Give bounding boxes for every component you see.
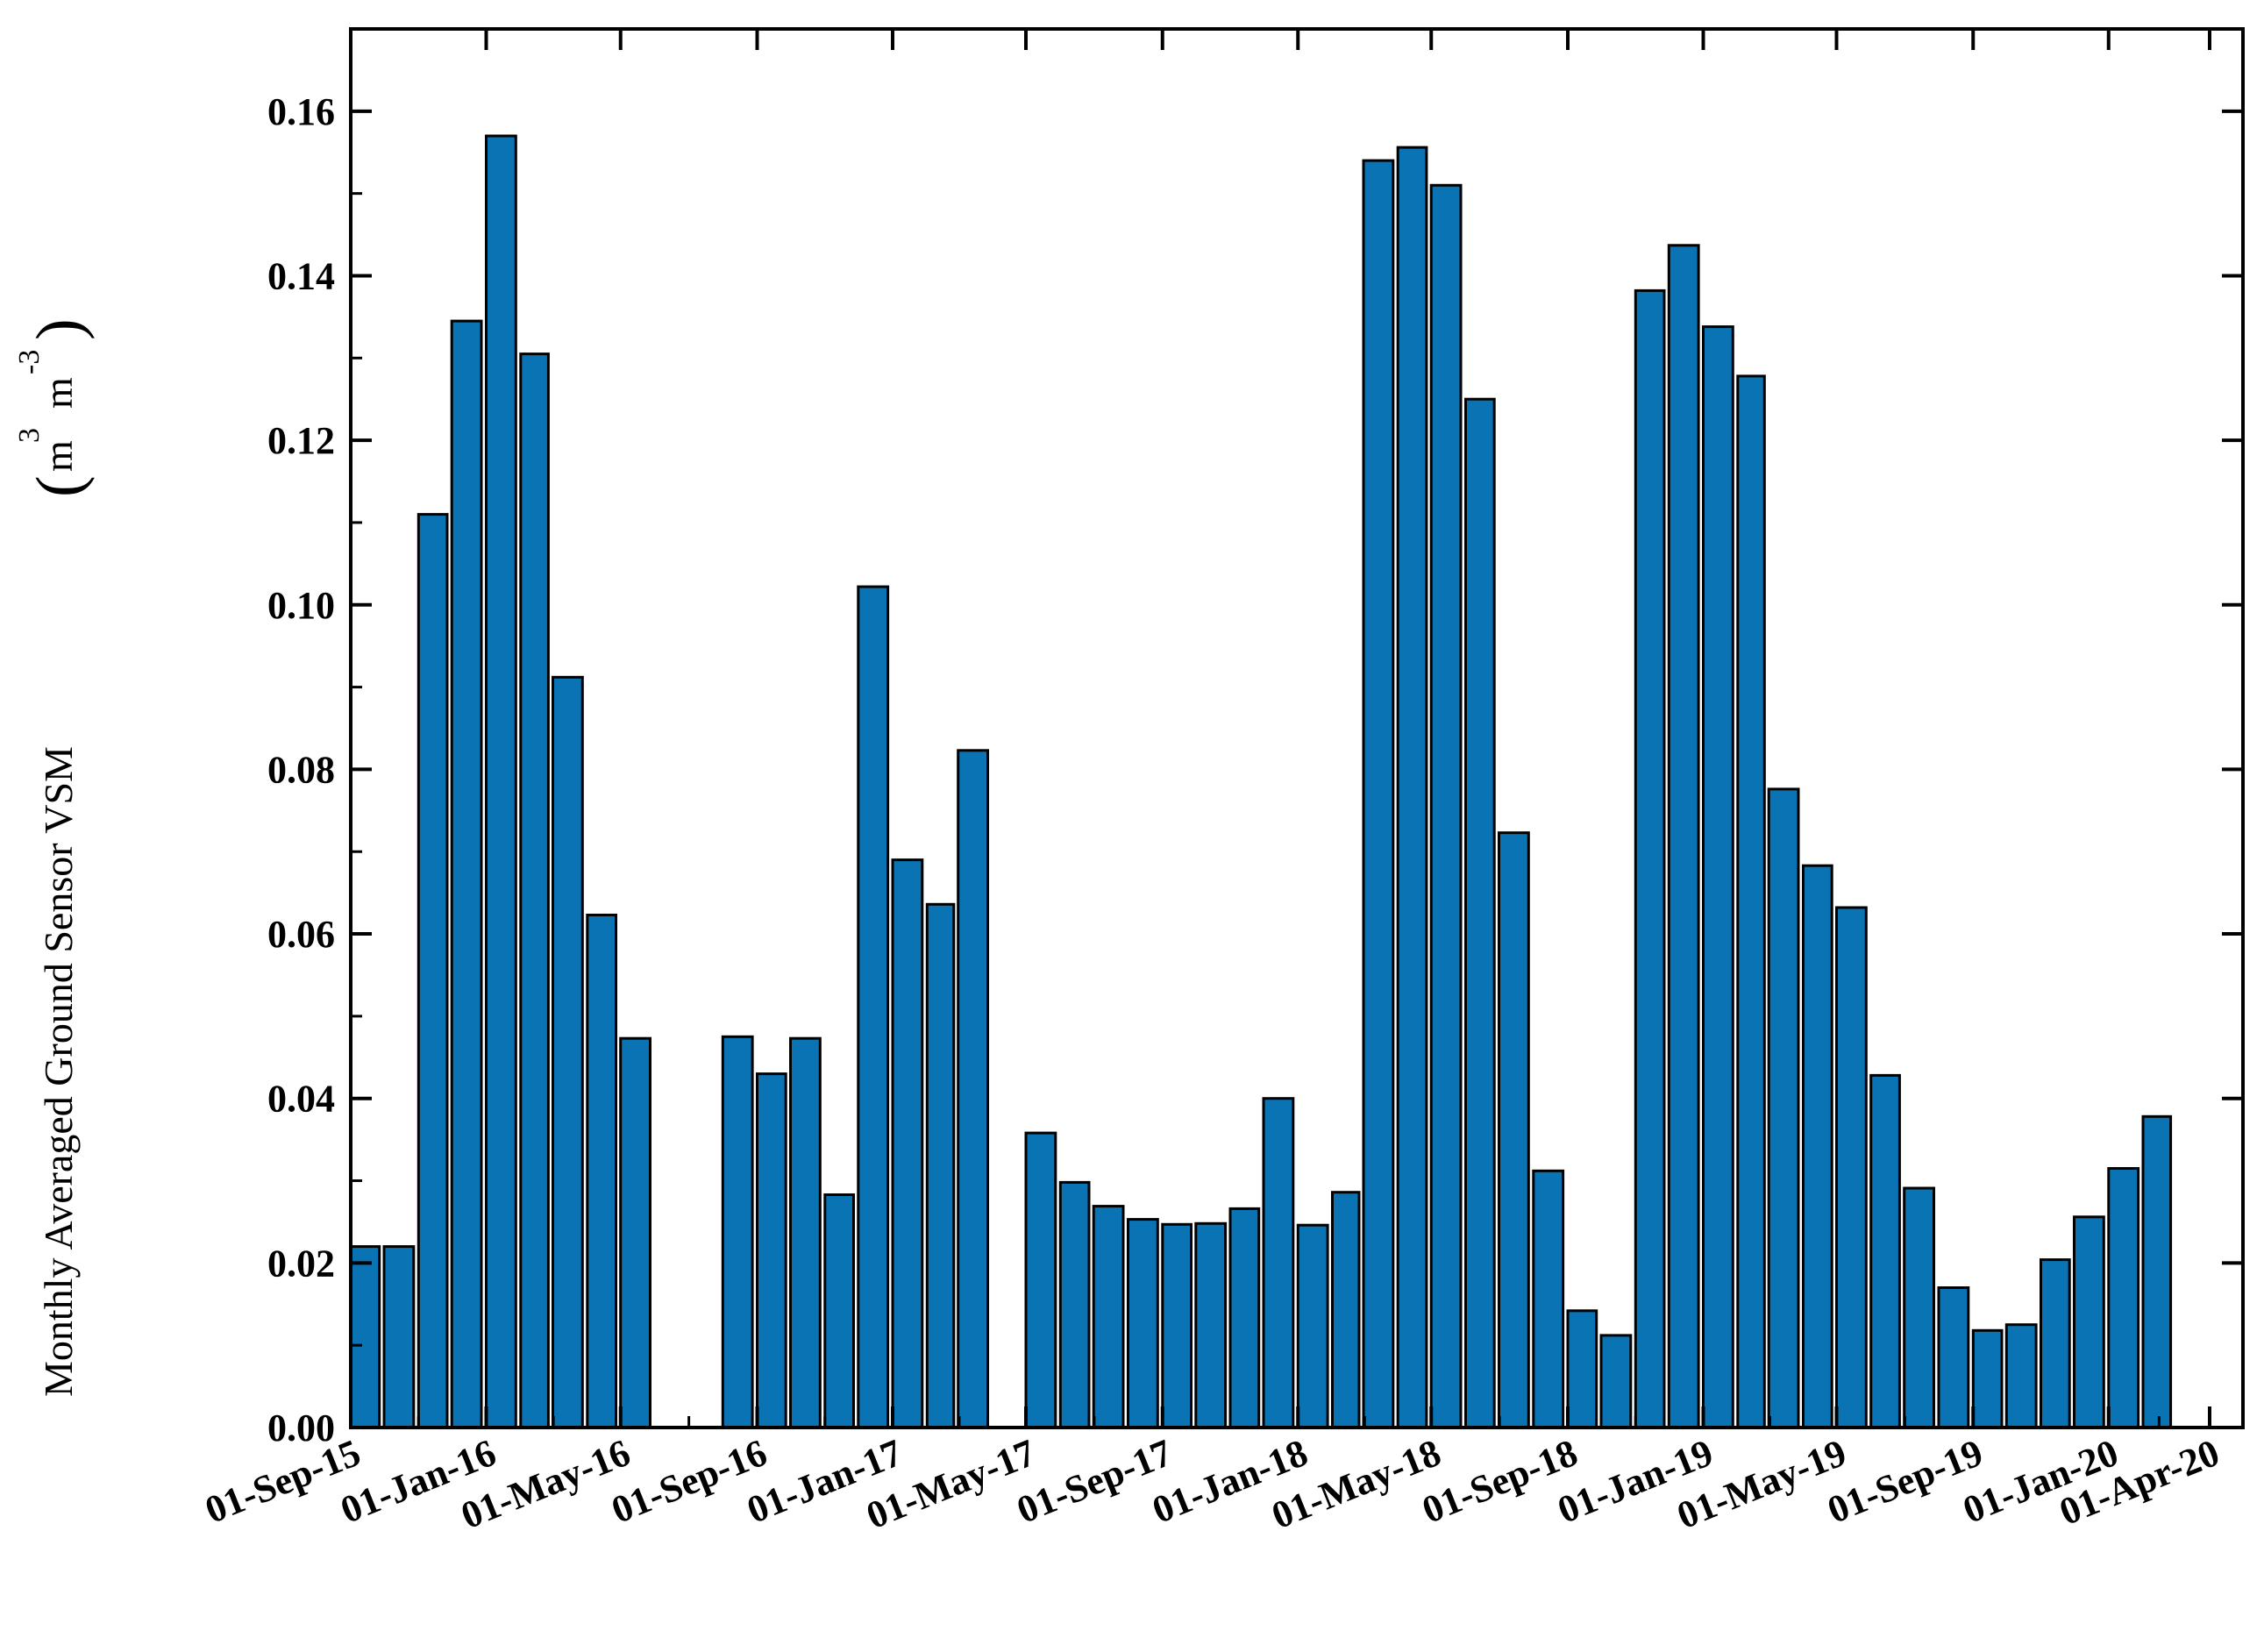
bar	[1634, 288, 1666, 1429]
x-tick-label: 01-Sep-19	[1821, 1431, 1989, 1532]
bar	[1869, 1073, 1901, 1429]
x-tick-label: 01-Sep-16	[606, 1431, 773, 1532]
bar	[450, 319, 483, 1429]
x-tick-label: 01-Sep-17	[1011, 1431, 1178, 1532]
y-axis-title-unit-m2: m	[36, 377, 81, 409]
bar	[1702, 325, 1734, 1429]
y-tick-label: 0.04	[267, 1078, 335, 1121]
bar	[1802, 864, 1833, 1429]
bar	[1498, 831, 1530, 1429]
y-axis-title: Monthly Averaged Ground Sensor VSM ( m 3…	[13, 318, 96, 1397]
bar	[721, 1035, 754, 1429]
bar	[416, 513, 449, 1429]
bar	[1532, 1169, 1565, 1429]
bar	[957, 749, 989, 1429]
y-ticks-group: 0.00 0.02 0.04 0.06 0.08 0.10 0.12 0.14 0.16	[267, 90, 2243, 1449]
bar	[857, 585, 890, 1429]
bar	[2004, 1323, 2038, 1429]
bar	[925, 902, 956, 1429]
bar	[789, 1036, 822, 1429]
y-tick-label: 0.02	[267, 1242, 335, 1285]
bars-group	[349, 134, 2173, 1429]
y-axis-title-unit-m1: m	[36, 440, 81, 472]
bar	[1024, 1131, 1057, 1429]
bar	[1937, 1286, 1970, 1429]
bar	[1566, 1309, 1598, 1429]
bar	[1464, 397, 1496, 1429]
bar	[619, 1036, 652, 1429]
bar	[1228, 1207, 1261, 1429]
bar	[756, 1072, 787, 1429]
bar	[2107, 1167, 2140, 1429]
bar	[1599, 1334, 1633, 1429]
bar	[1429, 183, 1463, 1429]
y-tick-label: 0.00	[267, 1406, 335, 1449]
y-axis-title-unit-exp2: -3	[13, 350, 46, 374]
bar	[1194, 1221, 1228, 1429]
bar	[382, 1245, 416, 1429]
bar	[1362, 159, 1395, 1429]
y-tick-label: 0.14	[267, 254, 335, 297]
x-tick-label: 01-Sep-18	[1416, 1431, 1584, 1532]
bar	[1736, 374, 1766, 1429]
y-axis-title-close-paren: )	[24, 318, 96, 340]
bar	[1331, 1191, 1361, 1429]
bar	[1903, 1186, 1935, 1429]
y-tick-label: 0.06	[267, 913, 335, 956]
bar	[349, 1245, 381, 1429]
bar	[1092, 1205, 1125, 1429]
y-tick-label: 0.16	[267, 90, 335, 133]
bar	[1396, 146, 1428, 1429]
y-axis-title-open-paren: (	[24, 475, 96, 497]
y-axis-title-unit-exp1: 3	[13, 428, 46, 443]
bar	[2073, 1215, 2105, 1429]
bar	[552, 675, 584, 1429]
bar	[1835, 906, 1868, 1429]
y-tick-label: 0.08	[267, 748, 335, 791]
bar	[1296, 1223, 1329, 1429]
y-axis-title-text: Monthly Averaged Ground Sensor VSM	[36, 746, 81, 1397]
bar	[1058, 1180, 1091, 1429]
bar	[2040, 1258, 2071, 1429]
bar	[1971, 1328, 2004, 1429]
bar	[1262, 1097, 1295, 1429]
bar	[1667, 244, 1700, 1429]
bar	[1127, 1218, 1159, 1429]
bar	[823, 1193, 855, 1429]
bar	[891, 858, 924, 1429]
bar	[519, 352, 550, 1429]
y-tick-label: 0.10	[267, 584, 335, 627]
bar	[2141, 1114, 2173, 1429]
bar	[1767, 787, 1800, 1429]
bar	[586, 914, 617, 1429]
y-tick-label: 0.12	[267, 419, 335, 462]
bar	[1161, 1222, 1193, 1429]
bar	[485, 134, 517, 1429]
